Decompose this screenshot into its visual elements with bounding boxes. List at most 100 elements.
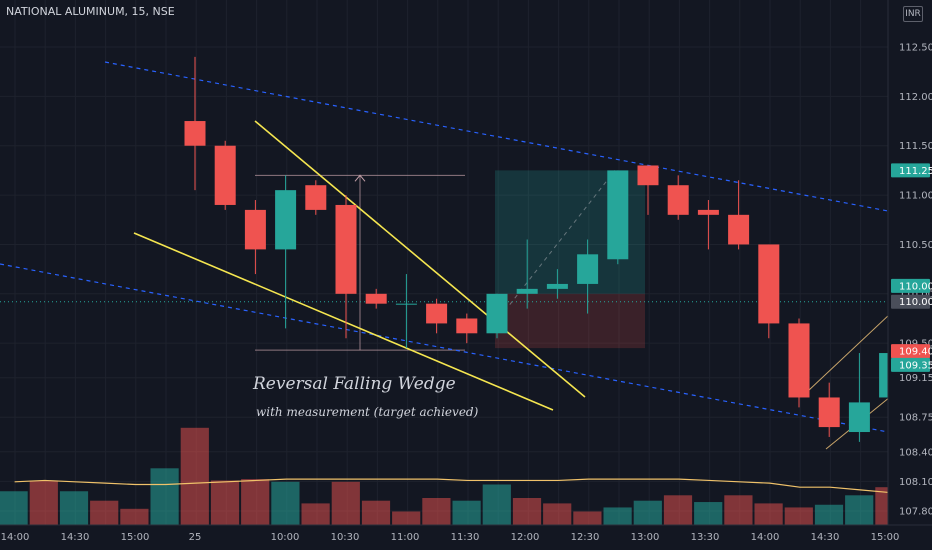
rising-channel-upper xyxy=(807,313,891,392)
volume-bar xyxy=(331,481,360,525)
price-tick-label: 110.50 xyxy=(899,240,932,251)
pattern-annotation-title: Reversal Falling Wedge xyxy=(253,374,456,394)
price-tick-label: 107.80 xyxy=(899,507,932,518)
volume-bar xyxy=(845,495,874,525)
candle-body xyxy=(305,185,327,210)
volume-bar xyxy=(180,427,209,525)
price-badge xyxy=(891,294,930,309)
price-badge xyxy=(891,357,930,372)
volume-bar xyxy=(663,495,693,525)
candle-body xyxy=(848,402,870,433)
time-tick-label: 13:30 xyxy=(691,532,720,543)
time-tick-label: 12:00 xyxy=(511,532,540,543)
price-tick-label: 109.15 xyxy=(899,373,932,384)
time-tick-label: 14:30 xyxy=(61,532,90,543)
candle-body xyxy=(728,214,750,245)
price-badge-label: 110.00 xyxy=(899,297,932,308)
candle-body xyxy=(546,283,568,289)
channel-upper-line xyxy=(104,61,889,212)
candle-body xyxy=(788,323,810,398)
price-badge-label: 111.25 xyxy=(899,166,932,177)
volume-bar xyxy=(754,503,783,525)
volume-bar xyxy=(784,507,813,525)
volume-ma-line xyxy=(14,478,932,496)
volume-bar xyxy=(452,500,481,525)
price-badge-label: 110.00 xyxy=(899,281,932,292)
volume-bar xyxy=(422,498,451,525)
pattern-annotation-subtitle: with measurement (target achieved) xyxy=(256,405,479,419)
candle-body xyxy=(697,209,719,215)
volume-bar xyxy=(814,504,844,525)
time-tick-label: 13:00 xyxy=(631,532,660,543)
time-tick-label: 14:30 xyxy=(811,532,840,543)
measurement-diagonal xyxy=(494,170,616,324)
volume-bar xyxy=(694,502,723,525)
volume-bar xyxy=(150,468,179,525)
volume-bar xyxy=(361,500,391,525)
price-tick-label: 108.40 xyxy=(899,447,932,458)
range-arrow-icon xyxy=(354,174,366,182)
candle-body xyxy=(667,185,689,215)
volume-bar xyxy=(210,480,240,525)
volume-bar xyxy=(512,498,542,525)
candle-body xyxy=(486,293,508,334)
time-tick-label: 25 xyxy=(189,532,202,543)
candle-body xyxy=(637,165,659,186)
volume-bar xyxy=(724,495,753,525)
candle-body xyxy=(244,209,266,250)
volume-bar xyxy=(241,479,270,525)
time-tick-label: 14:00 xyxy=(751,532,780,543)
time-tick-label: 15:00 xyxy=(121,532,150,543)
price-badge-label: 109.40 xyxy=(899,347,932,358)
wedge-upper-line xyxy=(254,120,586,398)
time-tick-label: 12:30 xyxy=(571,532,600,543)
candle-body xyxy=(516,288,538,294)
chart-title: NATIONAL ALUMINUM, 15, NSE xyxy=(6,5,175,18)
measurement-stop-zone xyxy=(495,293,645,349)
candle-body xyxy=(758,244,780,324)
volume-bar xyxy=(543,503,572,525)
volume-bar xyxy=(59,491,89,525)
candle-body xyxy=(426,303,448,324)
volume-bar xyxy=(482,484,511,525)
price-tick-label: 112.50 xyxy=(899,43,932,54)
candle-body xyxy=(184,121,206,146)
price-tick-label: 112.00 xyxy=(899,92,932,103)
time-tick-label: 10:30 xyxy=(331,532,360,543)
volume-bar xyxy=(603,507,632,525)
candle-body xyxy=(275,190,297,250)
volume-bar xyxy=(633,500,662,525)
price-badge-label: 109.35 xyxy=(899,360,932,371)
volume-bar xyxy=(0,491,28,525)
volume-bar xyxy=(392,511,421,525)
candle-body xyxy=(335,204,357,294)
channel-lower-line xyxy=(0,263,889,433)
volume-bar xyxy=(301,503,330,525)
time-tick-label: 11:30 xyxy=(451,532,480,543)
price-tick-label: 111.50 xyxy=(899,141,932,152)
candle-body xyxy=(818,397,840,428)
volume-bar xyxy=(120,508,149,525)
volume-bar xyxy=(29,480,58,525)
candle-body xyxy=(577,254,599,284)
currency-badge[interactable]: INR xyxy=(903,6,923,22)
volume-bar xyxy=(90,500,119,525)
candle-body xyxy=(365,293,387,304)
candle-body xyxy=(607,170,629,260)
price-badge xyxy=(891,163,930,178)
volume-bar xyxy=(271,481,300,525)
candle-body xyxy=(395,303,417,305)
time-tick-label: 11:00 xyxy=(391,532,420,543)
candle-body xyxy=(214,145,236,205)
wedge-lower-line xyxy=(133,232,554,411)
candle-body xyxy=(456,318,478,334)
time-axis-background xyxy=(0,525,932,550)
price-tick-label: 108.10 xyxy=(899,477,932,488)
price-tick-label: 111.00 xyxy=(899,191,932,202)
price-badge xyxy=(891,278,930,293)
time-tick-label: 14:00 xyxy=(1,532,30,543)
time-tick-label: 10:00 xyxy=(271,532,300,543)
time-tick-label: 15:00 xyxy=(871,532,900,543)
